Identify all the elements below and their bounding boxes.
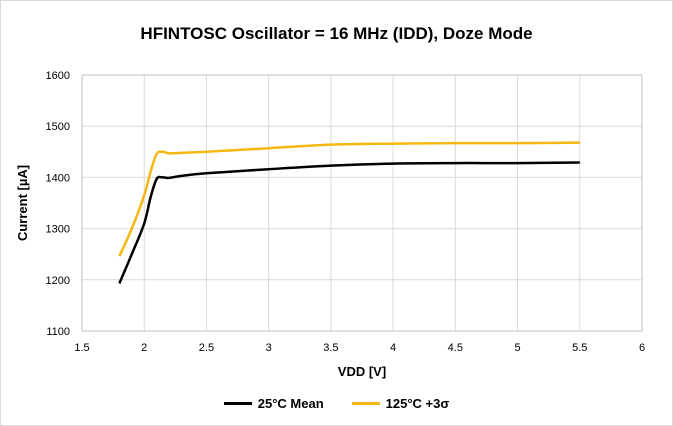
plot-area-border — [81, 74, 643, 332]
y-tick-label: 1100 — [46, 326, 70, 338]
series-line-0 — [118, 161, 580, 284]
y-tick-label: 1200 — [46, 275, 70, 287]
legend-label-125c-3sigma: 125°C +3σ — [385, 396, 450, 411]
x-tick-label: 1.5 — [74, 342, 89, 354]
legend-item-25c-mean: 25°C Mean — [223, 396, 324, 411]
x-tick-label: 3 — [266, 342, 272, 354]
legend-swatch-25c-mean — [223, 402, 252, 405]
y-tick-label: 1500 — [46, 121, 70, 133]
y-axis-title: Current [µA] — [15, 165, 30, 241]
x-tick-label: 4 — [390, 342, 396, 354]
chart-title: HFINTOSC Oscillator = 16 MHz (IDD), Doze… — [140, 24, 533, 43]
chart-legend: 25°C Mean 125°C +3σ — [0, 396, 673, 411]
y-tick-label: 1600 — [46, 70, 70, 82]
legend-item-125c-3sigma: 125°C +3σ — [351, 396, 450, 411]
x-tick-label: 5.5 — [572, 342, 587, 354]
legend-label-25c-mean: 25°C Mean — [257, 396, 324, 411]
legend-swatch-125c-3sigma — [351, 402, 380, 405]
x-tick-label: 2.5 — [199, 342, 214, 354]
y-tick-label: 1300 — [46, 224, 70, 236]
x-tick-label: 4.5 — [448, 342, 463, 354]
x-tick-label: 6 — [639, 342, 645, 354]
x-tick-label: 2 — [141, 342, 147, 354]
y-tick-label: 1400 — [46, 172, 70, 184]
x-axis-title: VDD [V] — [338, 364, 386, 379]
x-tick-label: 3.5 — [323, 342, 338, 354]
series-line-1 — [118, 141, 580, 257]
x-tick-label: 5 — [514, 342, 520, 354]
